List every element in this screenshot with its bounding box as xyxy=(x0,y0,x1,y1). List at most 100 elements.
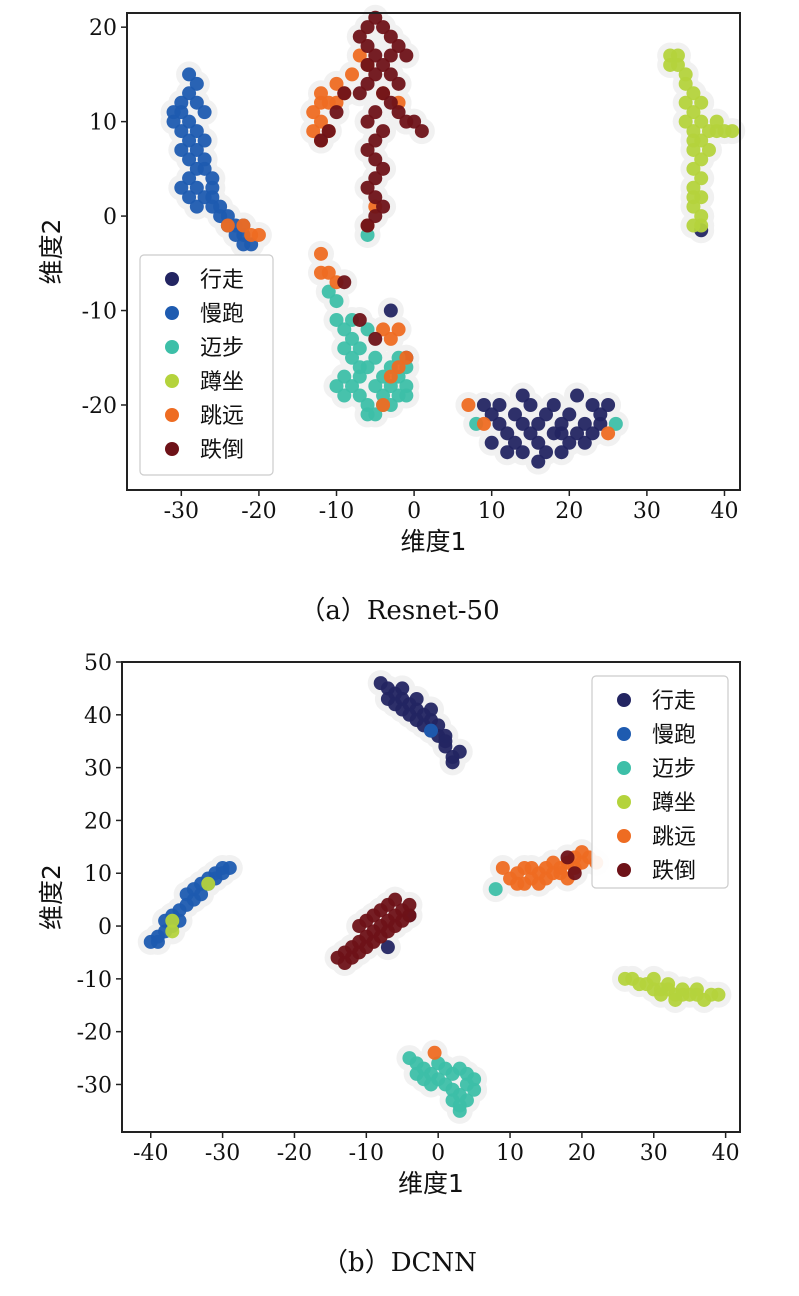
legend-label: 跌倒 xyxy=(652,859,696,884)
x-tick-label: -30 xyxy=(205,1141,240,1166)
legend-label: 慢跑 xyxy=(200,302,244,327)
data-point xyxy=(352,29,367,44)
x-tick-label: 10 xyxy=(496,1141,524,1166)
data-point xyxy=(484,407,499,422)
data-point xyxy=(546,866,561,881)
data-point xyxy=(165,913,180,928)
data-point xyxy=(337,341,352,356)
data-point xyxy=(531,435,546,450)
data-point xyxy=(376,161,391,176)
y-tick-label: -10 xyxy=(82,300,117,325)
data-point xyxy=(407,114,422,129)
data-point xyxy=(427,1045,442,1060)
data-point xyxy=(523,397,538,412)
data-point xyxy=(201,876,216,891)
data-point xyxy=(492,416,507,431)
data-point xyxy=(360,114,375,129)
legend-label: 蹲坐 xyxy=(200,370,244,395)
data-point xyxy=(675,982,690,997)
data-point xyxy=(601,426,616,441)
y-tick-label: 50 xyxy=(84,651,112,676)
data-point xyxy=(380,940,395,955)
data-point xyxy=(461,397,476,412)
series-3 xyxy=(663,48,740,233)
series-5 xyxy=(330,850,582,971)
data-point xyxy=(197,105,212,120)
data-point xyxy=(686,86,701,101)
data-point xyxy=(383,48,398,63)
data-point xyxy=(352,312,367,327)
data-point xyxy=(174,142,189,157)
x-tick-label: -10 xyxy=(319,499,354,524)
data-point xyxy=(337,369,352,384)
data-point xyxy=(531,454,546,469)
data-point xyxy=(352,86,367,101)
data-point xyxy=(251,227,266,242)
x-tick-label: 10 xyxy=(478,499,506,524)
data-point xyxy=(376,124,391,139)
data-point xyxy=(686,105,701,120)
data-point xyxy=(220,218,235,233)
data-point xyxy=(360,407,375,422)
data-point xyxy=(383,29,398,44)
data-point xyxy=(391,39,406,54)
data-point xyxy=(554,426,569,441)
data-point xyxy=(174,180,189,195)
data-point xyxy=(313,133,328,148)
legend-marker xyxy=(617,761,631,775)
data-point xyxy=(383,303,398,318)
data-point xyxy=(678,95,693,110)
data-point xyxy=(709,114,724,129)
data-point xyxy=(678,76,693,91)
data-point xyxy=(345,331,360,346)
data-point xyxy=(360,20,375,35)
data-point xyxy=(337,86,352,101)
data-point xyxy=(546,397,561,412)
data-point xyxy=(166,105,181,120)
data-point xyxy=(360,180,375,195)
data-point xyxy=(197,161,212,176)
data-point xyxy=(678,114,693,129)
data-point xyxy=(646,971,661,986)
data-point xyxy=(360,39,375,54)
plot-frame xyxy=(126,12,741,491)
data-point xyxy=(510,876,525,891)
data-point xyxy=(360,322,375,337)
panel-a-resnet50: -30 -20 -10 0 10 20 30 40 -20 -10 0 10 20 维度1 维度2 行走 慢跑迈… xyxy=(0,0,799,640)
y-tick-label: 0 xyxy=(103,205,117,230)
data-point xyxy=(337,275,352,290)
y-axis-label: 维度2 xyxy=(37,864,66,930)
data-point xyxy=(189,76,204,91)
data-point xyxy=(189,124,204,139)
y-tick-label: 40 xyxy=(84,704,112,729)
data-point xyxy=(174,95,189,110)
data-point xyxy=(321,284,336,299)
data-point xyxy=(608,416,623,431)
data-point xyxy=(402,908,417,923)
data-point xyxy=(593,407,608,422)
data-point xyxy=(189,199,204,214)
data-point xyxy=(352,341,367,356)
data-point xyxy=(694,218,709,233)
data-point xyxy=(352,48,367,63)
data-point xyxy=(182,114,197,129)
data-point xyxy=(452,1103,467,1118)
data-point xyxy=(383,67,398,82)
data-point xyxy=(345,350,360,365)
data-point xyxy=(484,435,499,450)
data-point xyxy=(459,1077,474,1092)
data-point xyxy=(668,992,683,1007)
data-point xyxy=(531,416,546,431)
x-tick-label: 0 xyxy=(431,1141,445,1166)
data-point xyxy=(570,388,585,403)
data-point xyxy=(189,95,204,110)
data-point xyxy=(500,426,515,441)
data-point xyxy=(554,445,569,460)
y-tick-label: 30 xyxy=(84,757,112,782)
data-point xyxy=(329,76,344,91)
data-point xyxy=(376,397,391,412)
legend-marker xyxy=(617,795,631,809)
y-tick-label: 0 xyxy=(98,915,112,940)
data-point xyxy=(515,416,530,431)
data-point xyxy=(476,416,491,431)
